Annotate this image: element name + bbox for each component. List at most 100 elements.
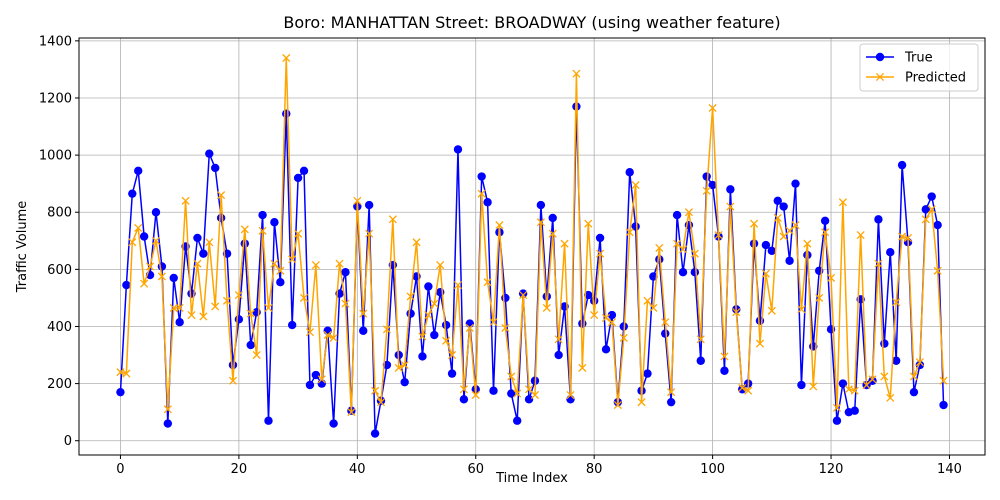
data-point — [696, 356, 705, 365]
data-point — [738, 385, 747, 394]
data-point — [282, 53, 291, 63]
data-point — [193, 259, 202, 268]
data-point — [234, 315, 244, 324]
data-point — [501, 323, 510, 332]
data-point — [578, 363, 587, 372]
data-point — [489, 386, 498, 395]
data-point — [134, 166, 143, 176]
data-point — [507, 389, 516, 398]
y-tick-label: 200 — [47, 377, 72, 392]
data-point — [566, 390, 575, 400]
data-point — [832, 403, 842, 412]
series-line — [119, 105, 945, 435]
data-point — [430, 299, 439, 308]
x-tick-label: 100 — [700, 462, 725, 477]
legend-marker — [875, 52, 885, 62]
data-point — [892, 298, 901, 307]
data-point — [702, 172, 711, 181]
data-point — [850, 406, 859, 415]
data-point — [536, 218, 545, 227]
data-point — [773, 213, 782, 222]
data-point — [246, 340, 255, 350]
data-point — [921, 205, 930, 214]
data-point — [116, 368, 125, 377]
data-point — [755, 316, 765, 325]
data-point — [211, 302, 220, 311]
data-point — [880, 372, 889, 381]
data-point — [596, 249, 605, 258]
x-tick-label: 80 — [586, 462, 603, 477]
data-point — [554, 335, 563, 344]
data-point — [252, 350, 261, 360]
data-point — [791, 221, 800, 230]
data-point — [524, 395, 534, 404]
data-point — [293, 173, 303, 183]
data-point — [441, 320, 451, 330]
data-point — [228, 360, 238, 370]
data-point — [507, 372, 516, 381]
data-point — [643, 369, 652, 378]
data-point — [554, 350, 563, 360]
data-point — [909, 387, 919, 397]
data-point — [880, 339, 889, 348]
data-point — [388, 215, 397, 224]
data-point — [584, 219, 593, 228]
data-point — [442, 336, 451, 345]
data-point — [542, 303, 551, 312]
data-point — [477, 172, 486, 181]
data-point — [749, 219, 759, 228]
data-point — [714, 231, 723, 240]
series-predicted — [116, 53, 948, 417]
data-point — [874, 215, 883, 224]
data-point — [264, 416, 273, 425]
data-point — [601, 313, 611, 322]
data-point — [453, 280, 463, 290]
data-point — [767, 306, 776, 315]
data-point — [418, 332, 427, 341]
data-point — [175, 317, 184, 327]
data-point — [684, 208, 693, 217]
x-tick-label: 20 — [231, 462, 248, 477]
data-point — [844, 385, 853, 394]
data-point — [205, 149, 214, 158]
data-point — [151, 208, 161, 217]
data-point — [548, 213, 557, 223]
data-point — [797, 380, 806, 390]
data-point — [779, 202, 788, 211]
data-point — [637, 398, 646, 407]
data-point — [216, 213, 226, 223]
data-point — [708, 103, 717, 113]
data-point — [939, 376, 948, 385]
data-point — [726, 185, 735, 194]
data-point — [246, 309, 255, 318]
x-axis-label: Time Index — [495, 471, 568, 486]
data-point — [376, 398, 386, 407]
data-point — [459, 395, 469, 404]
data-point — [939, 400, 948, 410]
data-point — [329, 419, 338, 428]
y-tick-label: 1000 — [39, 149, 72, 164]
data-point — [655, 243, 664, 252]
data-point — [169, 303, 178, 312]
data-point — [430, 330, 439, 340]
data-point — [305, 380, 315, 390]
data-point — [234, 290, 243, 300]
data-point — [294, 229, 303, 238]
plot-area-frame — [78, 37, 986, 456]
data-point — [773, 196, 782, 206]
data-point — [566, 395, 575, 404]
data-point — [371, 386, 380, 395]
data-point — [619, 333, 628, 342]
data-point — [465, 319, 475, 328]
y-tick-label: 1200 — [39, 91, 72, 106]
data-point — [329, 333, 338, 342]
data-point — [826, 273, 836, 282]
data-point — [631, 181, 640, 190]
data-point — [560, 239, 569, 248]
data-point — [512, 416, 522, 425]
data-point — [134, 223, 143, 232]
data-point — [649, 303, 658, 312]
data-point — [495, 221, 504, 230]
data-point — [122, 280, 131, 290]
